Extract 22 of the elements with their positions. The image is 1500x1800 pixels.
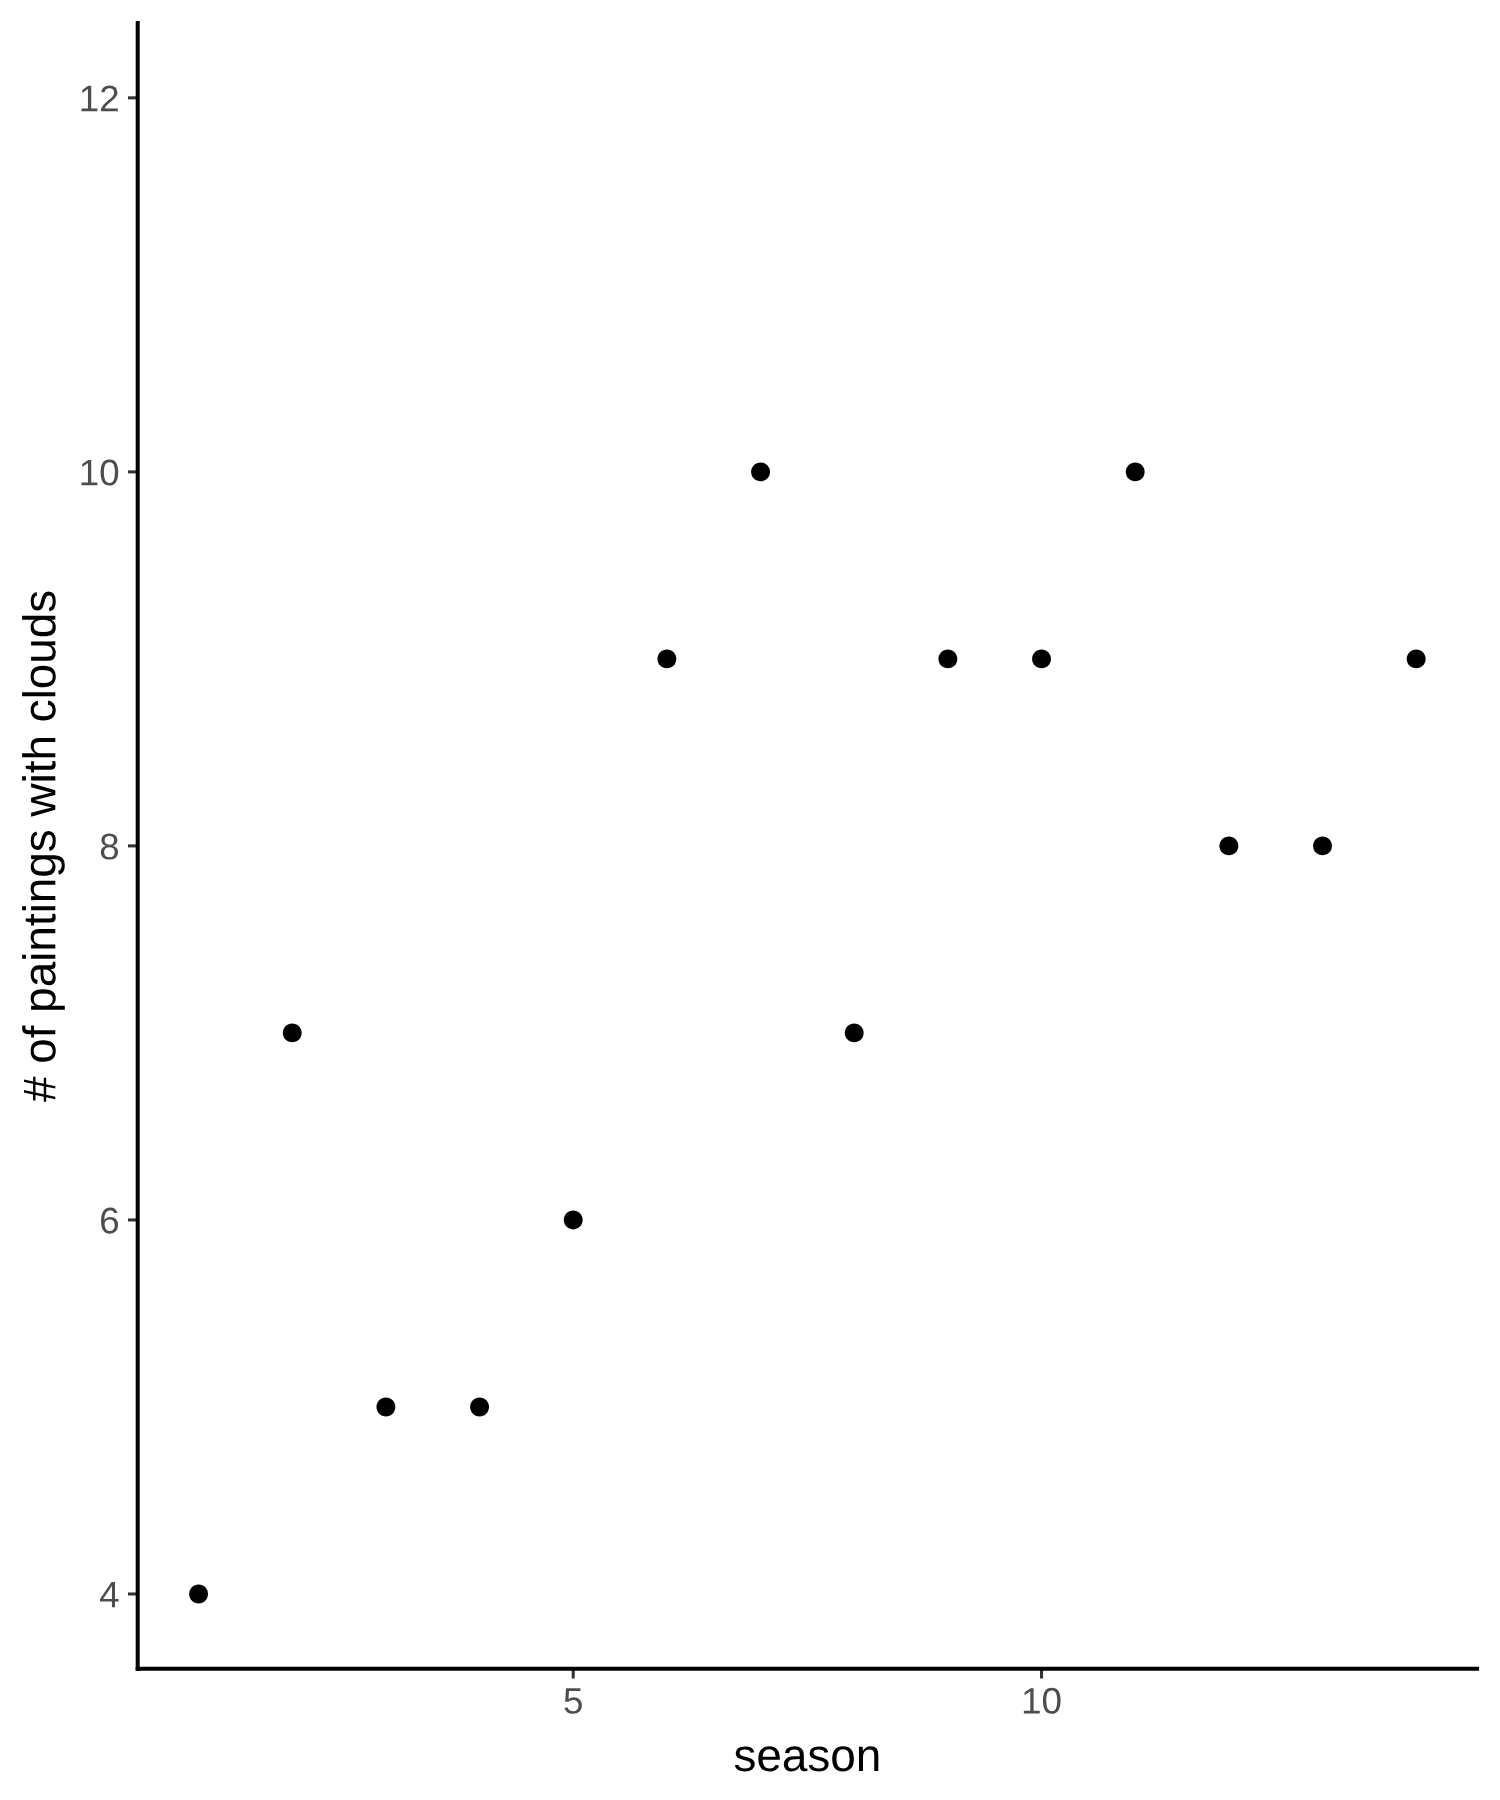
- point: [844, 1023, 864, 1043]
- point: [563, 1210, 583, 1230]
- point: [751, 462, 770, 482]
- y-tick-label: 4: [100, 1581, 119, 1608]
- y-tick-label: 8: [100, 833, 119, 860]
- point: [938, 649, 958, 669]
- point: [376, 1397, 396, 1417]
- point: [189, 1584, 209, 1604]
- x-tick-label: 5: [564, 1688, 582, 1714]
- point: [1406, 649, 1426, 669]
- point: [657, 649, 677, 669]
- y-tick-label: 10: [81, 459, 119, 486]
- point: [1032, 649, 1051, 669]
- point: [1125, 462, 1145, 482]
- point: [1313, 836, 1332, 856]
- point: [470, 1397, 490, 1417]
- point: [1219, 836, 1239, 856]
- y-tick-label: 12: [81, 85, 118, 112]
- x-axis-title: season: [734, 1746, 879, 1772]
- point: [282, 1023, 302, 1043]
- y-tick-label: 6: [101, 1207, 119, 1234]
- y-axis-title: # of paintings with clouds: [22, 591, 65, 1102]
